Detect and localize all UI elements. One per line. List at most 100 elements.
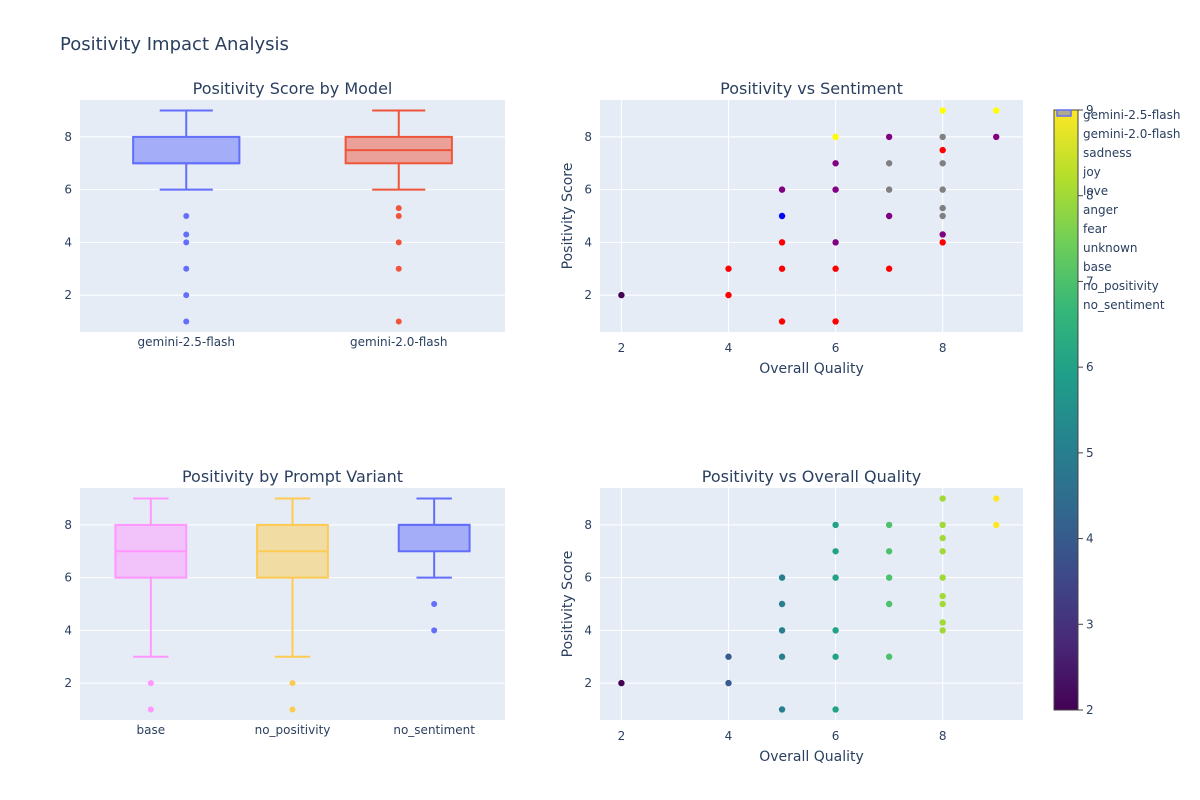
- y-tick-label: 4: [584, 235, 592, 249]
- scatter-point: [939, 600, 946, 608]
- x-category-label: no_sentiment: [393, 723, 475, 737]
- box-no_positivity: [256, 497, 329, 713]
- scatter-point: [885, 160, 893, 167]
- y-tick-label: 8: [584, 518, 592, 532]
- outlier-point: [431, 601, 438, 607]
- y-tick-label: 4: [584, 623, 592, 637]
- subplot-title: Positivity vs Sentiment: [720, 79, 903, 98]
- legend-item[interactable]: joy: [1082, 165, 1101, 179]
- legend-item[interactable]: love: [1083, 184, 1108, 198]
- legend-item[interactable]: unknown: [1083, 241, 1138, 255]
- scatter-point: [778, 706, 786, 713]
- scatter-point: [778, 239, 786, 246]
- colorbar-tick-label: 7: [1086, 274, 1094, 288]
- outlier-point: [289, 706, 296, 713]
- scatter-point: [618, 291, 625, 299]
- outlier-point: [183, 239, 190, 246]
- outlier-point: [147, 680, 154, 687]
- colorbar-tick-label: 8: [1086, 189, 1094, 203]
- scatter-point: [778, 600, 786, 608]
- outlier-point: [289, 680, 296, 687]
- legend-item[interactable]: no_positivity: [1083, 279, 1159, 293]
- scatter-point: [939, 204, 946, 212]
- box-gemini-2.0-flash: [344, 109, 453, 325]
- legend-item[interactable]: sadness: [1083, 146, 1132, 160]
- scatter-point: [885, 574, 893, 581]
- x-tick-label: 6: [832, 341, 840, 355]
- colorbar-tick-label: 5: [1086, 446, 1094, 460]
- scatter-point: [618, 679, 625, 687]
- outlier-point: [395, 205, 402, 212]
- legend[interactable]: gemini-2.5-flash gemini-2.0-flash sadness j…: [1056, 108, 1180, 312]
- scatter-point: [939, 212, 946, 220]
- legend-item[interactable]: gemini-2.5-flash: [1056, 108, 1180, 122]
- scatter-point: [832, 706, 839, 713]
- subplot-title: Positivity by Prompt Variant: [182, 467, 403, 486]
- plot-area: [600, 488, 1023, 720]
- x-tick-label: 4: [725, 729, 733, 743]
- outlier-point: [395, 318, 402, 325]
- scatter-point: [939, 231, 946, 238]
- legend-item[interactable]: anger: [1083, 203, 1118, 217]
- legend-item[interactable]: gemini-2.0-flash: [1083, 127, 1180, 141]
- scatter-point: [832, 265, 839, 272]
- scatter-point: [939, 160, 946, 167]
- legend-label: sadness: [1083, 146, 1132, 160]
- legend-item[interactable]: fear: [1083, 222, 1107, 236]
- y-axis-label: Positivity Score: [560, 551, 576, 658]
- scatter-point: [939, 133, 946, 141]
- y-tick-label: 8: [64, 130, 72, 144]
- outlier-point: [183, 231, 190, 238]
- box-base: [114, 497, 188, 713]
- scatter-point: [939, 239, 946, 246]
- scatter-point: [832, 548, 839, 555]
- outlier-point: [431, 627, 438, 634]
- x-tick-label: 6: [832, 729, 840, 743]
- scatter-point: [993, 107, 1000, 114]
- figure-title: Positivity Impact Analysis: [60, 34, 289, 55]
- scatter-point: [993, 521, 1000, 529]
- y-tick-label: 2: [584, 288, 592, 302]
- legend-item[interactable]: no_sentiment: [1083, 298, 1165, 312]
- y-tick-label: 6: [64, 571, 72, 585]
- colorbar-tick-label: 6: [1086, 360, 1094, 374]
- outlier-point: [395, 239, 402, 246]
- scatter-point: [885, 133, 893, 141]
- scatter-point: [993, 133, 1000, 141]
- legend-swatch: [1056, 109, 1072, 117]
- legend-label: no_sentiment: [1083, 298, 1165, 312]
- outlier-point: [183, 213, 190, 219]
- scatter-point: [832, 133, 839, 141]
- scatter-point: [885, 548, 893, 555]
- legend-label: love: [1083, 184, 1108, 198]
- scatter-point: [778, 186, 786, 193]
- x-category-label: base: [137, 723, 166, 737]
- scatter-point: [939, 548, 946, 555]
- scatter-point: [725, 291, 732, 299]
- scatter-point: [725, 679, 732, 687]
- colorbar-gradient: [1053, 109, 1079, 711]
- box-gemini-2.5-flash: [132, 109, 241, 325]
- y-tick-label: 2: [584, 676, 592, 690]
- scatter-point: [832, 627, 839, 634]
- y-tick-label: 8: [584, 130, 592, 144]
- plot-area: [600, 100, 1023, 332]
- scatter-point: [832, 574, 839, 581]
- legend-label: fear: [1083, 222, 1107, 236]
- x-category-label: gemini-2.5-flash: [138, 335, 235, 349]
- x-tick-label: 2: [618, 729, 626, 743]
- x-category-label: gemini-2.0-flash: [350, 335, 447, 349]
- legend-label: base: [1083, 260, 1112, 274]
- colorbar-tick-label: 2: [1086, 703, 1094, 717]
- legend-label: gemini-2.0-flash: [1083, 127, 1180, 141]
- legend-item[interactable]: base: [1083, 260, 1112, 274]
- scatter-point: [832, 186, 839, 193]
- scatter-point: [939, 521, 946, 529]
- scatter-point: [939, 592, 946, 600]
- x-axis-label: Overall Quality: [759, 749, 864, 765]
- scatter-point: [832, 318, 839, 325]
- outlier-point: [183, 318, 190, 325]
- y-tick-label: 2: [64, 676, 72, 690]
- scatter-point: [725, 265, 732, 272]
- colorbar: 2 3 4 5 6 7 8 9: [1053, 103, 1094, 717]
